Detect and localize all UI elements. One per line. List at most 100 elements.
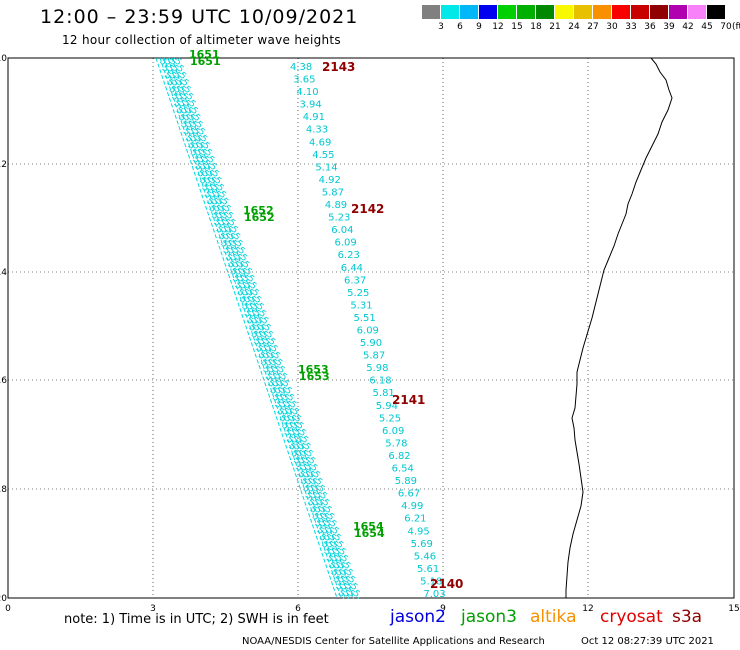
legend-label: 9 <box>476 22 482 32</box>
footer-note: note: 1) Time is in UTC; 2) SWH is in fe… <box>64 612 329 627</box>
satellite-cryosat: cryosat <box>600 607 663 627</box>
x-tick-label: 9 <box>440 604 446 614</box>
legend-swatch <box>422 5 441 19</box>
pass-label-jason3: 1651 <box>190 55 221 68</box>
satellite-s3a: s3a <box>672 607 703 627</box>
legend-swatch <box>574 5 593 19</box>
legend-swatch <box>593 5 612 19</box>
wave-height-value: 5.23 <box>328 213 350 224</box>
wave-height-value: 6.04 <box>331 225 353 236</box>
wave-height-value: 5.51 <box>353 313 375 324</box>
y-tick-label: -14 <box>0 268 7 278</box>
wave-height-value: 7.03 <box>423 589 445 600</box>
wave-height-value: 4.95 <box>407 526 429 537</box>
wave-height-value: 6.54 <box>392 464 414 475</box>
legend-swatch <box>517 5 536 19</box>
x-tick-label: 3 <box>150 604 156 614</box>
wave-height-value: 6.67 <box>398 489 420 500</box>
wave-height-value: 4.92 <box>319 175 341 186</box>
legend-swatch <box>441 5 460 19</box>
wave-height-value: 6.23 <box>338 250 360 261</box>
legend-label: 33 <box>625 22 637 32</box>
legend-label: 39 <box>663 22 675 32</box>
wave-height-value: 6.21 <box>404 514 426 525</box>
x-tick-label: 15 <box>728 604 739 614</box>
legend-label: 36 <box>644 22 656 32</box>
wave-height-value: 6.09 <box>334 238 356 249</box>
x-tick-label: 0 <box>5 604 11 614</box>
legend-label: 30 <box>606 22 618 32</box>
legend-label: 3 <box>438 22 444 32</box>
track-line <box>167 57 350 599</box>
wave-height-value: 5.94 <box>376 401 398 412</box>
legend-unit: (ft) <box>732 22 740 32</box>
legend-label: 15 <box>511 22 523 32</box>
wave-height-value: 5.87 <box>363 351 385 362</box>
satellite-jason2: jason2 <box>390 607 446 627</box>
y-tick-label: -12 <box>0 160 7 170</box>
wave-height-value: 5.61 <box>417 564 439 575</box>
map-title: 12:00 – 23:59 UTC 10/09/2021 <box>40 6 359 28</box>
wave-height-value: 4.55 <box>312 150 334 161</box>
legend-label: 18 <box>530 22 542 32</box>
y-tick-label: -16 <box>0 376 7 386</box>
wave-height-value: 6.37 <box>344 275 366 286</box>
satellite-jason3: jason3 <box>461 607 517 627</box>
wave-height-value: 5.98 <box>366 363 388 374</box>
wave-height-value: 5.14 <box>315 162 337 173</box>
legend-swatch <box>631 5 650 19</box>
wave-height-value: 5.78 <box>385 438 407 449</box>
wave-height-value: 5.25 <box>379 413 401 424</box>
wave-height-value: 4.33 <box>306 125 328 136</box>
legend-label: 21 <box>549 22 561 32</box>
legend-label: 27 <box>587 22 599 32</box>
legend-swatch <box>612 5 631 19</box>
legend-label: 42 <box>682 22 694 32</box>
legend-label: 70 <box>720 22 732 32</box>
wave-height-value: 5.90 <box>360 338 382 349</box>
track-line <box>171 57 354 599</box>
track-line <box>155 57 338 599</box>
wave-height-value: 6.82 <box>388 451 410 462</box>
legend-swatch <box>498 5 517 19</box>
wave-height-value: 6.18 <box>369 376 391 387</box>
x-tick-label: 6 <box>295 604 301 614</box>
satellite-altika: altika <box>530 607 577 627</box>
legend-swatch <box>479 5 498 19</box>
wave-height-value: 5.69 <box>411 539 433 550</box>
pass-label-jason3: 1654 <box>354 527 385 540</box>
legend-swatch <box>688 5 707 19</box>
wave-height-value: 6.09 <box>382 426 404 437</box>
y-tick-label: -18 <box>0 485 7 495</box>
wave-height-value: 5.25 <box>347 288 369 299</box>
pass-label-s3a: 2142 <box>351 202 384 216</box>
pass-label-jason3: 1654 <box>353 520 384 533</box>
wave-height-value: 4.69 <box>309 137 331 148</box>
plot-frame <box>7 57 735 599</box>
pass-label-s3a: 2143 <box>322 60 355 74</box>
legend-label: 45 <box>701 22 713 32</box>
wave-height-value: 5.89 <box>395 476 417 487</box>
pass-label-jason3: 1653 <box>299 370 330 383</box>
legend-swatch <box>707 5 726 19</box>
legend-swatch <box>536 5 555 19</box>
legend-label: 24 <box>568 22 580 32</box>
pass-label-jason3: 1652 <box>244 211 275 224</box>
coastline <box>565 57 673 598</box>
pass-label-jason3: 1651 <box>189 48 220 61</box>
wave-height-value: 6.44 <box>341 263 363 274</box>
wave-height-value: 4.38 <box>290 62 312 73</box>
y-tick-label: -20 <box>0 594 7 604</box>
timestamp-text: Oct 12 08:27:39 UTC 2021 <box>581 636 714 647</box>
pass-label-s3a: 2140 <box>430 577 463 591</box>
wave-height-value: 4.99 <box>401 501 423 512</box>
wave-height-value: 4.91 <box>303 112 325 123</box>
credit-text: NOAA/NESDIS Center for Satellite Applica… <box>242 636 545 647</box>
pass-label-jason3: 1652 <box>243 204 274 217</box>
y-tick-label: -10 <box>0 54 7 64</box>
wave-height-value: 5.46 <box>414 551 436 562</box>
pass-label-jason3: 1653 <box>298 363 329 376</box>
legend-label: 6 <box>457 22 463 32</box>
wave-height-value: 4.89 <box>325 200 347 211</box>
